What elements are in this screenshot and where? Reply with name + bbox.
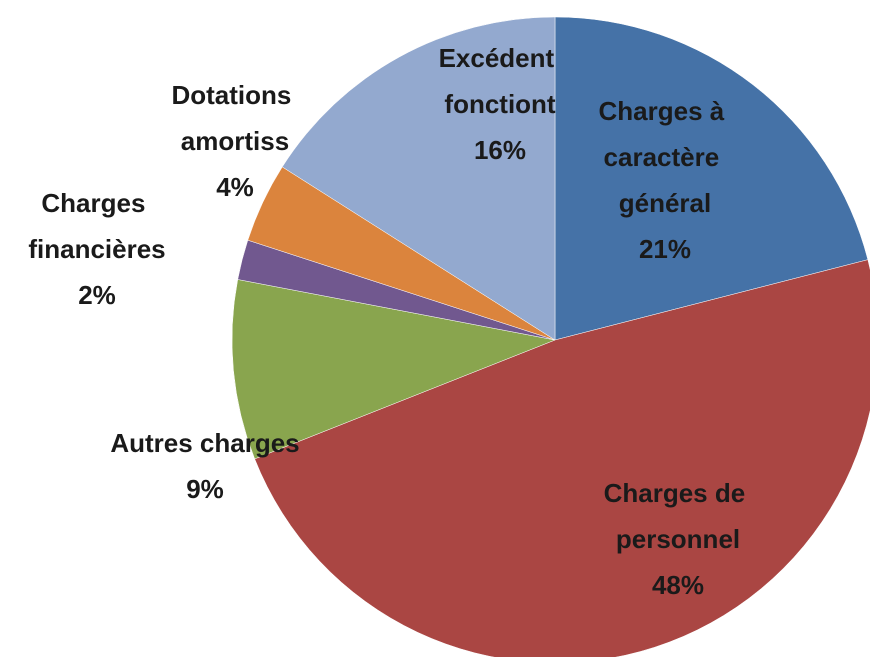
- slice-value-label: 9%: [186, 474, 224, 504]
- pie-slice: [231, 279, 556, 460]
- pie-slice: [281, 16, 556, 341]
- slice-value-label: 4%: [216, 172, 254, 202]
- slice-label: Charges financières: [28, 188, 165, 264]
- slice-value-label: 2%: [78, 280, 116, 310]
- slice-label: Charges de personnel: [604, 478, 753, 554]
- pie-slice: [554, 16, 869, 341]
- slice-label: Autres charges: [110, 428, 299, 458]
- pie-slice: [254, 259, 870, 657]
- slice-label: Excédent fonctiont: [439, 43, 562, 119]
- slice-label: Dotations amortiss: [171, 80, 298, 156]
- slice-label: Charges à caractère général: [599, 96, 732, 218]
- slice-value-label: 21%: [639, 234, 691, 264]
- slice-value-label: 48%: [652, 570, 704, 600]
- slice-value-label: 16%: [474, 135, 526, 165]
